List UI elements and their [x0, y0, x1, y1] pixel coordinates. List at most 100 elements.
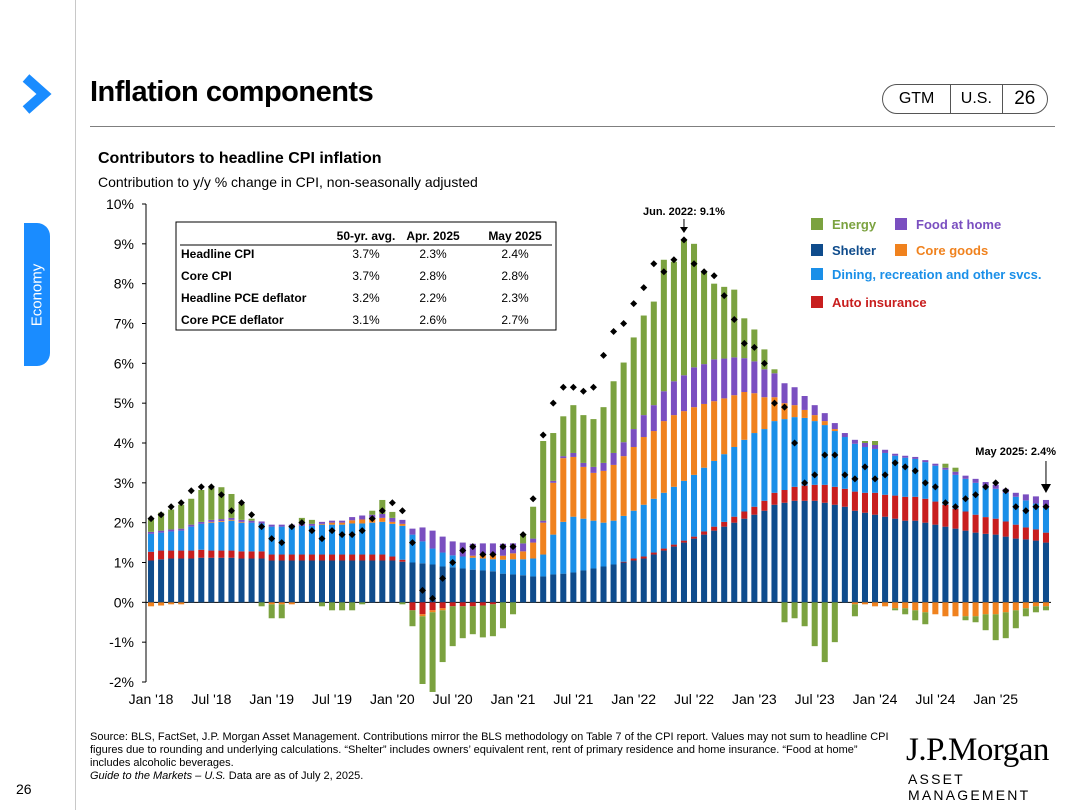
table-cell: 2.8% — [419, 269, 447, 283]
auto-insurance-bar — [268, 554, 275, 561]
shelter-bar — [600, 566, 607, 603]
core-goods-bar — [791, 405, 798, 418]
shelter-bar — [942, 526, 949, 603]
section-tab[interactable]: Economy — [24, 223, 50, 366]
food-at-home-bar — [580, 462, 587, 467]
dining-bar — [510, 559, 517, 575]
core-goods-bar — [811, 415, 818, 422]
shelter-bar — [329, 560, 336, 603]
table-cell: 2.8% — [501, 269, 529, 283]
auto-insurance-bar — [399, 559, 406, 562]
pill-us[interactable]: U.S. — [951, 85, 1003, 113]
x-tick-label: Jul '24 — [915, 691, 955, 707]
food-at-home-bar — [520, 543, 527, 552]
energy-bar — [178, 504, 185, 529]
auto-insurance-bar — [650, 552, 657, 555]
auto-insurance-bar — [630, 558, 637, 561]
auto-insurance-bar — [178, 550, 185, 559]
headline-cpi-marker — [147, 515, 155, 523]
energy-bar — [349, 602, 356, 611]
core-goods-bar — [439, 608, 446, 611]
dining-bar — [982, 486, 989, 518]
shelter-bar — [821, 502, 828, 603]
auto-insurance-bar — [841, 488, 848, 507]
auto-insurance-bar — [942, 504, 949, 527]
auto-insurance-bar — [218, 550, 225, 558]
shelter-bar — [530, 576, 537, 603]
dining-bar — [801, 417, 808, 486]
core-goods-bar — [751, 393, 758, 434]
dining-bar — [1032, 503, 1039, 530]
shelter-bar — [620, 562, 627, 603]
shelter-bar — [912, 520, 919, 603]
food-at-home-bar — [560, 456, 567, 459]
energy-bar — [379, 499, 386, 514]
shelter-bar — [992, 534, 999, 603]
core-goods-bar — [349, 520, 356, 524]
food-at-home-bar — [600, 462, 607, 471]
shelter-bar — [872, 514, 879, 603]
food-at-home-bar — [630, 429, 637, 447]
core-goods-bar — [731, 395, 738, 447]
headline-cpi-marker — [308, 527, 316, 535]
food-at-home-bar — [278, 524, 285, 527]
dining-bar — [1042, 507, 1049, 533]
auto-insurance-bar — [459, 602, 466, 607]
dining-bar — [590, 520, 597, 569]
core-goods-bar — [560, 458, 567, 522]
headline-cpi-marker — [539, 431, 547, 439]
shelter-bar — [379, 560, 386, 603]
dining-bar — [439, 552, 446, 567]
headline-cpi-marker — [881, 471, 889, 479]
y-tick-label: -1% — [109, 634, 134, 650]
food-at-home-bar — [992, 484, 999, 489]
inset-table — [175, 221, 557, 331]
source-note: Source: BLS, FactSet, J.P. Morgan Asset … — [90, 731, 900, 783]
pill-gtm[interactable]: GTM — [883, 85, 952, 113]
auto-insurance-bar — [168, 550, 175, 559]
energy-bar — [620, 362, 627, 443]
auto-insurance-bar — [982, 517, 989, 534]
headline-cpi-marker — [258, 523, 266, 531]
energy-bar — [510, 602, 517, 615]
dining-bar — [711, 460, 718, 527]
dining-bar — [349, 523, 356, 555]
auto-insurance-bar — [439, 602, 446, 609]
auto-insurance-bar — [620, 561, 627, 563]
core-goods-bar — [851, 602, 858, 605]
core-goods-bar — [670, 415, 677, 487]
food-at-home-bar — [218, 519, 225, 522]
food-at-home-bar — [922, 460, 929, 463]
shelter-bar — [268, 560, 275, 603]
chart-subtitle: Contribution to y/y % change in CPI, non… — [98, 174, 478, 190]
auto-insurance-bar — [1042, 532, 1049, 543]
headline-cpi-marker — [288, 523, 296, 531]
energy-bar — [791, 602, 798, 619]
auto-insurance-bar — [670, 544, 677, 547]
headline-cpi-marker — [499, 543, 507, 551]
core-goods-bar — [1042, 602, 1049, 607]
table-cell: 3.1% — [352, 313, 380, 327]
food-at-home-bar — [660, 391, 667, 422]
core-goods-bar — [389, 521, 396, 524]
dining-bar — [520, 559, 527, 576]
headline-cpi-marker — [861, 463, 869, 471]
auto-insurance-bar — [479, 602, 486, 606]
headline-cpi-marker — [951, 503, 959, 511]
dining-bar — [228, 520, 235, 551]
dining-bar — [952, 474, 959, 509]
auto-insurance-bar — [761, 500, 768, 511]
core-goods-bar — [278, 602, 285, 605]
auto-insurance-bar — [208, 550, 215, 558]
auto-insurance-bar — [922, 498, 929, 523]
shelter-bar — [409, 562, 416, 603]
food-at-home-bar — [701, 364, 708, 404]
food-at-home-bar — [821, 413, 828, 422]
food-at-home-bar — [1012, 492, 1019, 497]
dining-bar — [258, 523, 265, 552]
energy-bar — [429, 612, 436, 692]
energy-bar — [399, 602, 406, 605]
legend-label: Shelter — [832, 243, 876, 258]
headline-cpi-marker — [941, 499, 949, 507]
dining-bar — [499, 559, 506, 574]
